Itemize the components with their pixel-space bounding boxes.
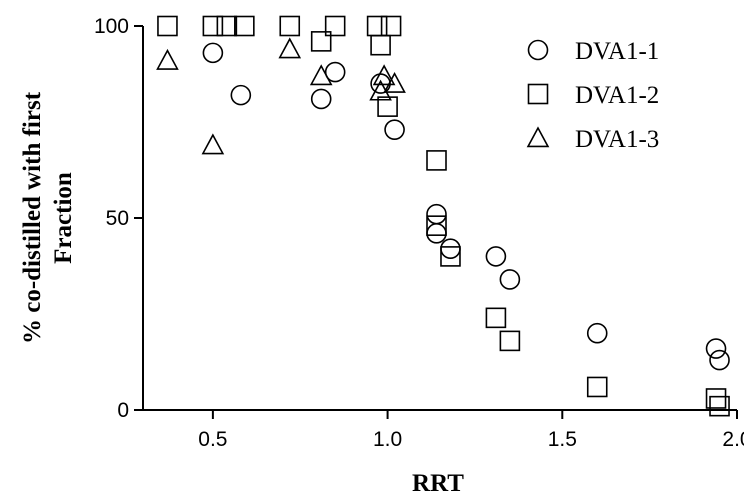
data-point-square — [202, 15, 224, 37]
x-tick-label: 1.0 — [373, 428, 402, 451]
y-tick-label: 100 — [94, 15, 129, 38]
data-point-circle — [384, 119, 405, 140]
data-point-square — [370, 34, 391, 56]
data-point-square — [709, 395, 730, 417]
data-point-circle — [499, 269, 521, 290]
data-point-triangle — [383, 71, 406, 93]
data-point-circle — [230, 84, 252, 106]
data-point-square — [234, 15, 255, 37]
data-point-circle — [324, 61, 346, 83]
axis-ticks: 0.5 1.0 1.5 2.0 0 50 100 — [94, 15, 744, 451]
x-tick-label: 2.0 — [722, 428, 744, 451]
data-point-circle — [485, 246, 507, 267]
data-point-square — [377, 96, 398, 117]
data-point-square — [426, 150, 447, 171]
legend-label: DVA1-3 — [575, 126, 659, 153]
data-point-square — [485, 307, 507, 329]
data-point-square — [366, 15, 388, 37]
data-point-square — [157, 15, 178, 37]
data-point-triangle — [156, 48, 179, 70]
data-point-circle — [202, 42, 224, 64]
data-point-triangle — [278, 37, 302, 59]
legend-marker-circle — [527, 39, 549, 61]
data-point-square — [426, 215, 447, 236]
x-tick-label: 1.5 — [548, 428, 577, 451]
data-point-square — [499, 330, 521, 352]
data-point-square — [705, 388, 727, 409]
legend-label: DVA1-2 — [575, 82, 659, 109]
data-points — [156, 15, 730, 417]
data-point-circle — [310, 88, 332, 110]
data-point-square — [279, 15, 301, 37]
legend-marker-triangle — [526, 126, 550, 148]
data-point-square — [586, 376, 608, 398]
data-point-triangle — [372, 64, 396, 86]
data-point-circle — [426, 203, 447, 225]
data-point-triangle — [201, 133, 225, 155]
y-tick-label: 50 — [106, 207, 129, 230]
data-point-circle — [705, 338, 727, 359]
data-point-square — [310, 31, 332, 52]
data-point-square — [216, 15, 238, 37]
data-point-triangle — [309, 64, 333, 86]
y-axis-title-line-1: % co-distilled with first — [19, 91, 46, 344]
data-point-circle — [426, 223, 447, 244]
y-axis-title-line-2: Fraction — [50, 172, 77, 264]
x-tick-label: 0.5 — [198, 428, 227, 451]
y-tick-label: 0 — [117, 399, 129, 422]
x-axis-title: RRT — [412, 470, 464, 497]
data-point-circle — [440, 238, 461, 260]
legend: DVA1-1 DVA1-2 DVA1-3 — [526, 38, 659, 153]
data-point-square — [380, 15, 402, 37]
legend-marker-square — [527, 83, 549, 105]
data-point-square — [324, 15, 346, 37]
data-point-circle — [709, 349, 730, 371]
data-point-circle — [586, 322, 608, 344]
legend-label: DVA1-1 — [575, 38, 659, 65]
data-point-square — [440, 246, 461, 267]
